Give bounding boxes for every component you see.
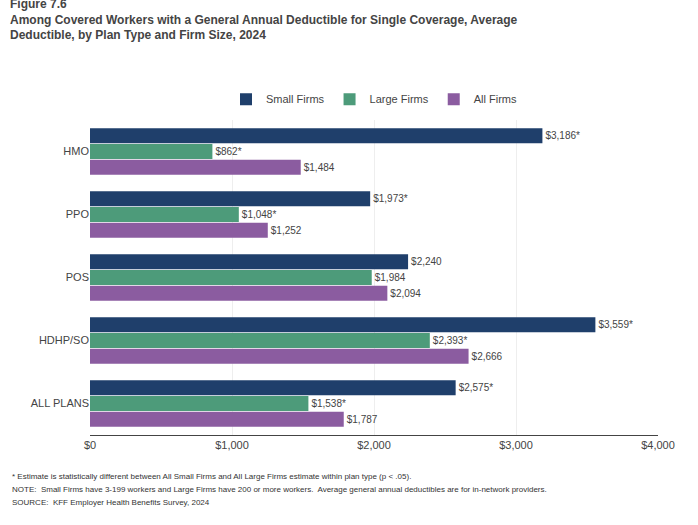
svg-text:$862*: $862*: [215, 146, 241, 157]
svg-text:$2,000: $2,000: [357, 439, 391, 451]
svg-text:$2,393*: $2,393*: [433, 335, 468, 346]
svg-text:$0: $0: [84, 439, 96, 451]
svg-text:$2,575*: $2,575*: [459, 382, 494, 393]
svg-text:$1,048*: $1,048*: [242, 209, 277, 220]
svg-text:Figure 7.6Among Covered Worker: Figure 7.6Among Covered Workers with a G…: [10, 0, 518, 42]
svg-text:$4,000: $4,000: [641, 439, 675, 451]
svg-text:$1,984: $1,984: [375, 272, 406, 283]
svg-text:Small Firms: Small Firms: [266, 93, 325, 105]
svg-text:$3,559*: $3,559*: [598, 319, 633, 330]
svg-text:$2,094: $2,094: [390, 288, 421, 299]
svg-text:$1,484: $1,484: [304, 162, 335, 173]
svg-text:All Firms: All Firms: [474, 93, 517, 105]
svg-text:$1,252: $1,252: [271, 225, 302, 236]
svg-text:SOURCE: KFF Employer Health B: SOURCE: KFF Employer Health Benefits Sur…: [12, 498, 210, 507]
svg-text:HDHP/SO: HDHP/SO: [39, 334, 90, 346]
svg-text:$1,000: $1,000: [215, 439, 249, 451]
svg-text:POS: POS: [66, 271, 89, 283]
svg-text:$1,973*: $1,973*: [373, 193, 408, 204]
svg-text:$2,666: $2,666: [472, 351, 503, 362]
svg-text:$1,787: $1,787: [347, 414, 378, 425]
svg-text:* Estimate is statistically di: * Estimate is statistically different be…: [12, 472, 411, 481]
svg-text:$2,240: $2,240: [411, 256, 442, 267]
svg-text:Large Firms: Large Firms: [370, 93, 429, 105]
svg-text:$3,000: $3,000: [499, 439, 533, 451]
svg-text:HMO: HMO: [63, 145, 89, 157]
svg-text:$3,186*: $3,186*: [545, 130, 580, 141]
svg-text:$1,538*: $1,538*: [311, 398, 346, 409]
svg-text:ALL PLANS: ALL PLANS: [31, 397, 89, 409]
svg-text:PPO: PPO: [66, 208, 90, 220]
svg-text:NOTE: Small Firms have 3-199: NOTE: Small Firms have 3-199 workers and…: [12, 485, 547, 494]
